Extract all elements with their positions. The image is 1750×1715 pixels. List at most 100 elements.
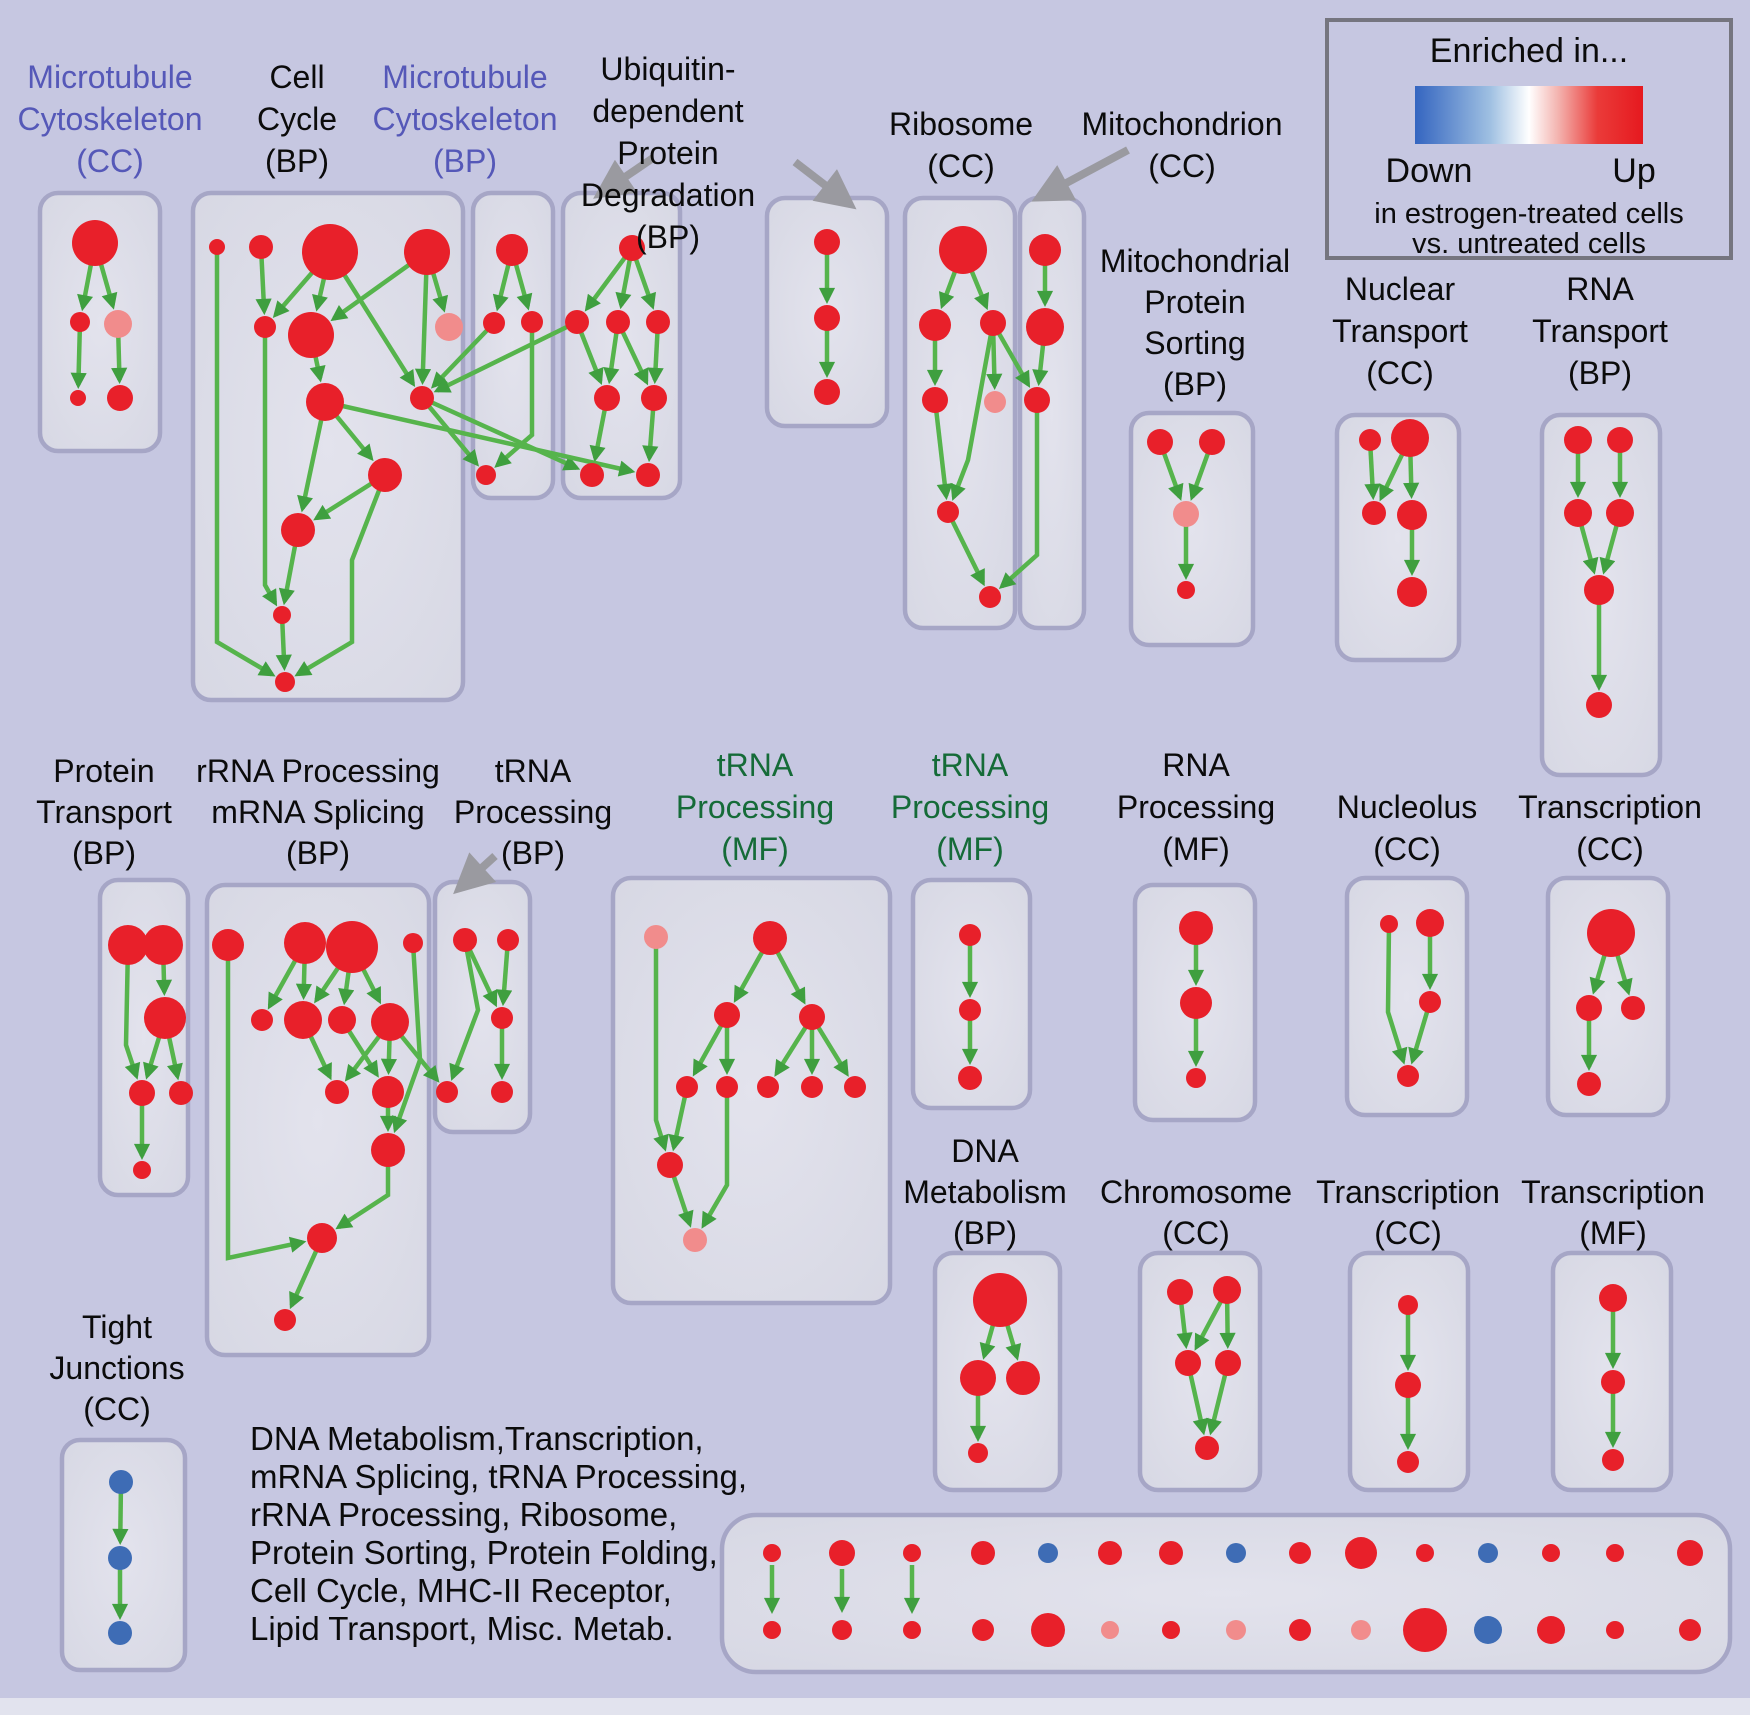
go-term-node-red	[453, 928, 477, 952]
go-term-node-red	[1175, 1350, 1201, 1376]
go-term-node-red	[403, 933, 423, 953]
cluster-label-tight-junctions: Tight	[82, 1309, 152, 1345]
go-term-node-red	[636, 463, 660, 487]
misc-dot-top-blue	[1478, 1543, 1498, 1563]
edge-arrow	[123, 944, 141, 1080]
cluster-label-transcription-cc-bot: (CC)	[1374, 1215, 1442, 1251]
cluster-box-b_dm	[932, 1250, 1063, 1493]
go-term-node-red	[641, 385, 667, 411]
go-term-node-red	[275, 672, 295, 692]
misc-dot-top-red	[1416, 1544, 1434, 1562]
edge-arrow	[998, 400, 1040, 590]
go-term-node-red	[1602, 1449, 1624, 1471]
cluster-box-b_mtcc	[37, 190, 163, 454]
go-term-node-red	[404, 229, 450, 275]
cluster-label-trna-mf-1: (MF)	[721, 831, 789, 867]
edge-arrow	[430, 321, 496, 389]
cluster-label-rna-processing-mf: RNA	[1162, 747, 1230, 783]
cluster-label-rrna-mrna: mRNA Splicing	[211, 794, 424, 830]
misc-list-line: DNA Metabolism,Transcription,	[250, 1420, 704, 1457]
cluster-label-dna-metabolism: DNA	[951, 1133, 1019, 1169]
cluster-label-ubiquitin: Protein	[617, 135, 718, 171]
go-term-node-red	[129, 1080, 155, 1106]
go-term-node-pink	[104, 310, 132, 338]
cluster-label-ribosome: Ribosome	[889, 106, 1033, 142]
edge-arrow	[449, 939, 481, 1081]
edge-arrow	[225, 945, 307, 1261]
misc-list-line: rRNA Processing, Ribosome,	[250, 1496, 678, 1533]
cluster-box-misc-dots	[719, 1512, 1733, 1675]
cluster-label-tight-junctions: (CC)	[83, 1391, 151, 1427]
edge-arrow	[70, 321, 87, 390]
cluster-label-rrna-mrna: (BP)	[286, 835, 350, 871]
label-pointer-arrow	[792, 158, 857, 210]
go-term-node-red	[606, 310, 630, 334]
cluster-label-protein-transport: (BP)	[72, 835, 136, 871]
misc-dot-bottom-red	[1289, 1619, 1311, 1641]
cluster-label-rna-processing-mf: (MF)	[1162, 831, 1230, 867]
edge-arrow	[1385, 923, 1408, 1065]
go-term-node-red	[491, 1007, 513, 1029]
go-term-node-red	[254, 316, 276, 338]
cluster-label-cell-cycle: (BP)	[265, 143, 329, 179]
go-term-node-red	[716, 1076, 738, 1098]
cluster-label-mito-sorting: (BP)	[1163, 366, 1227, 402]
go-term-node-pink	[683, 1228, 707, 1252]
misc-list-line: Lipid Transport, Misc. Metab.	[250, 1610, 674, 1647]
go-term-node-red	[1601, 1370, 1625, 1394]
legend-down-label: Down	[1385, 152, 1473, 190]
cluster-label-mito-sorting: Sorting	[1144, 325, 1245, 361]
go-term-node-red	[979, 586, 1001, 608]
go-term-node-red	[273, 606, 291, 624]
go-term-node-red	[288, 312, 334, 358]
misc-dot-top-blue	[1226, 1543, 1246, 1563]
cluster-label-rrna-mrna: rRNA Processing	[196, 753, 440, 789]
cluster-label-protein-transport: Transport	[36, 794, 172, 830]
go-term-node-red	[580, 463, 604, 487]
go-term-node-red	[844, 1076, 866, 1098]
go-term-node-red	[143, 925, 183, 965]
go-term-node-red	[251, 1009, 273, 1031]
go-term-node-red	[594, 385, 620, 411]
go-term-node-red	[274, 1309, 296, 1331]
go-term-node-red	[814, 305, 840, 331]
labels-layer: Microtubule Cytoskeleton (CC) Cell Cycle (BP)…	[18, 51, 1705, 1427]
go-term-node-red	[1395, 1372, 1421, 1398]
go-term-node-red	[1564, 499, 1592, 527]
cluster-box-b_tc2	[1347, 1250, 1471, 1493]
go-term-node-red	[1179, 911, 1213, 945]
edge-arrow	[262, 327, 278, 607]
misc-dot-bottom-red	[1679, 1619, 1701, 1641]
go-term-node-red	[108, 925, 148, 965]
cluster-label-mt-bp: (BP)	[433, 143, 497, 179]
go-term-node-red	[1215, 1350, 1241, 1376]
misc-dot-top-red	[1677, 1540, 1703, 1566]
go-term-node-red	[980, 310, 1006, 336]
edge-arrow	[421, 395, 581, 471]
cluster-label-protein-transport: Protein	[53, 753, 154, 789]
go-term-node-red	[1586, 692, 1612, 718]
cluster-label-mt-cc: (CC)	[76, 143, 144, 179]
go-term-node-red	[521, 311, 543, 333]
cluster-label-nucleolus: Nucleolus	[1337, 789, 1478, 825]
edge-arrow	[494, 322, 535, 468]
cluster-label-mt-cc: Microtubule	[27, 59, 192, 95]
edge-arrow	[294, 474, 388, 677]
go-term-node-pink	[1173, 501, 1199, 527]
legend-subtitle-line2: vs. untreated cells	[1412, 228, 1646, 260]
cluster-label-mt-bp: Microtubule	[382, 59, 547, 95]
misc-dot-top-red	[829, 1540, 855, 1566]
misc-dot-top-red	[971, 1541, 995, 1565]
edge-arrow	[701, 1087, 730, 1229]
cluster-label-cell-cycle: Cell	[269, 59, 324, 95]
go-term-node-red	[326, 921, 378, 973]
label-pointer-arrow	[593, 154, 656, 199]
go-term-node-red	[959, 999, 981, 1021]
go-term-node-red	[959, 924, 981, 946]
misc-list-line: Protein Sorting, Protein Folding,	[250, 1534, 718, 1571]
misc-cluster-list: DNA Metabolism,Transcription, mRNA Splic…	[250, 1420, 747, 1648]
edge-arrow	[932, 399, 953, 501]
figure-bottom-margin	[0, 1698, 1750, 1715]
label-pointer-arrow	[1031, 146, 1130, 202]
go-term-node-red	[249, 235, 273, 259]
